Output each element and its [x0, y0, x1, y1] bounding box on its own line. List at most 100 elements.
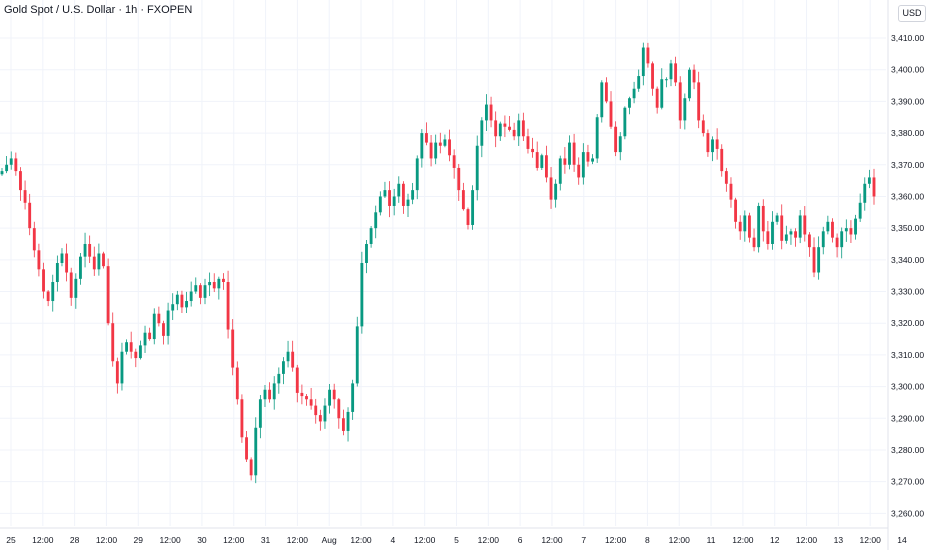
price-tick-label: 3,270.00: [891, 477, 924, 487]
time-tick-label: 12:00: [350, 535, 372, 545]
candle-body: [369, 228, 373, 244]
candle-body: [683, 98, 687, 121]
candle: [23, 180, 27, 210]
candle-body: [23, 190, 27, 203]
candle-body: [60, 253, 64, 263]
candle: [383, 181, 387, 199]
candle: [461, 182, 465, 211]
price-tick-label: 3,360.00: [891, 191, 924, 201]
candle-body: [531, 148, 535, 153]
candle: [817, 236, 821, 280]
candle: [803, 206, 807, 242]
candle-body: [489, 104, 493, 121]
candle-body: [563, 158, 567, 165]
candle-body: [383, 190, 387, 197]
candle: [378, 191, 382, 216]
price-tick-label: 3,260.00: [891, 508, 924, 518]
candle-body: [466, 209, 470, 225]
candle: [641, 42, 645, 86]
candle: [28, 193, 32, 236]
candle-body: [392, 196, 396, 206]
candle-body: [743, 215, 747, 232]
candle-body: [591, 158, 594, 162]
candle: [157, 306, 161, 327]
time-tick-label: 11: [707, 535, 716, 545]
candle: [581, 143, 585, 185]
candle: [65, 243, 69, 282]
candle-body: [512, 129, 516, 137]
candle-body: [503, 123, 507, 127]
time-tick-label: 8: [645, 535, 650, 545]
time-tick-label: 12:00: [287, 535, 309, 545]
time-tick-label: 28: [70, 535, 80, 545]
candle-body: [258, 399, 262, 428]
candle: [840, 227, 844, 259]
candle-body: [309, 399, 313, 406]
candle: [512, 122, 516, 141]
candle-body: [162, 323, 165, 336]
candle: [194, 277, 198, 294]
candle-body: [401, 183, 405, 206]
candle-body: [388, 190, 391, 206]
candle-body: [102, 253, 105, 267]
candle: [198, 283, 202, 305]
candle-body: [471, 190, 475, 225]
candle-body: [148, 332, 152, 340]
candle-body: [355, 326, 359, 384]
candle: [406, 193, 410, 218]
candle-body: [282, 361, 285, 374]
candle-body: [761, 205, 765, 232]
candle-body: [840, 231, 844, 248]
candle: [79, 252, 82, 285]
candle-body: [323, 405, 327, 422]
candle: [401, 181, 405, 214]
candle: [60, 248, 64, 267]
candle-body: [664, 79, 668, 81]
price-axis[interactable]: 3,410.00 3,400.00 3,390.00 3,380.00 3,370.00…: [891, 33, 924, 518]
candle-body: [798, 215, 802, 238]
candle-body: [715, 139, 719, 149]
candle: [69, 267, 73, 306]
candle: [429, 135, 433, 167]
candle-body: [314, 405, 318, 416]
currency-button[interactable]: USD: [898, 5, 926, 22]
candle: [789, 228, 793, 245]
candle: [489, 96, 493, 128]
candle: [752, 228, 756, 252]
time-tick-label: 5: [454, 535, 459, 545]
candle: [600, 80, 604, 123]
candle: [111, 312, 115, 367]
candle: [720, 144, 724, 177]
price-tick-label: 3,340.00: [891, 255, 924, 265]
candle: [688, 67, 691, 102]
candle-body: [341, 418, 345, 431]
candle-body: [231, 329, 235, 368]
candle-body: [235, 367, 239, 400]
candle-body: [208, 282, 212, 286]
candle: [438, 132, 442, 154]
candle-body: [803, 215, 807, 235]
candle: [166, 302, 170, 345]
candle: [623, 106, 627, 140]
candle: [134, 348, 138, 368]
candle: [854, 214, 857, 240]
candle: [249, 457, 253, 481]
candle: [821, 226, 825, 255]
candle: [295, 364, 299, 403]
candle-body: [5, 164, 9, 172]
candle-body: [614, 126, 618, 153]
candle-body: [609, 101, 613, 127]
grid-lines: [0, 0, 886, 526]
candle: [775, 212, 779, 225]
candle-body: [65, 253, 69, 273]
candle: [554, 179, 558, 208]
candle: [277, 367, 281, 394]
candle-body: [120, 351, 124, 384]
time-axis[interactable]: 25 12:00 28 12:00 29 12:00 30 12:00 31 12:00 Aug 12…: [6, 535, 907, 545]
candle-body: [28, 202, 32, 229]
candle-body: [660, 79, 664, 108]
candle-body: [0, 171, 4, 175]
candle-body: [632, 88, 636, 99]
candle: [180, 290, 184, 314]
